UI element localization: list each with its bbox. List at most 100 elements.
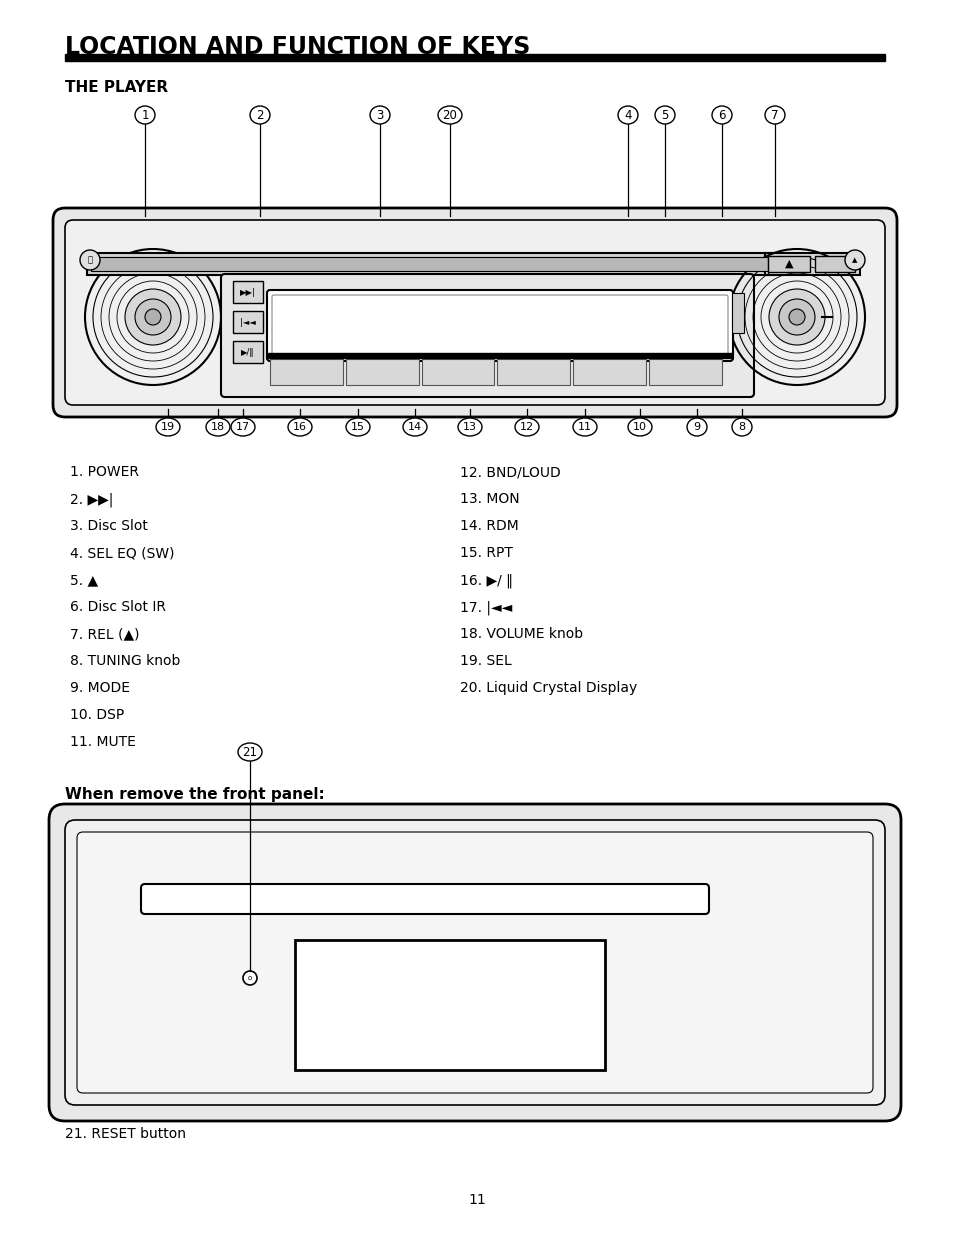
- Bar: [767, 256, 809, 272]
- Ellipse shape: [250, 106, 270, 124]
- Bar: [294, 940, 604, 1070]
- Text: 21: 21: [242, 746, 257, 758]
- Text: 13. MON: 13. MON: [459, 492, 519, 506]
- Text: 18. VOLUME knob: 18. VOLUME knob: [459, 627, 582, 641]
- Text: 19: 19: [161, 422, 175, 432]
- Ellipse shape: [206, 417, 230, 436]
- FancyBboxPatch shape: [65, 820, 884, 1105]
- Text: 8: 8: [738, 422, 745, 432]
- Circle shape: [80, 249, 100, 270]
- Text: 6: 6: [718, 109, 725, 121]
- FancyBboxPatch shape: [77, 832, 872, 1093]
- FancyBboxPatch shape: [49, 804, 900, 1121]
- Text: 20: 20: [442, 109, 456, 121]
- Circle shape: [135, 299, 171, 335]
- FancyBboxPatch shape: [267, 290, 732, 361]
- Text: 16. ▶/ ‖: 16. ▶/ ‖: [459, 573, 513, 588]
- Circle shape: [788, 309, 804, 325]
- Text: 9. MODE: 9. MODE: [70, 680, 130, 695]
- Bar: [268, 353, 731, 358]
- Text: 11. MUTE: 11. MUTE: [70, 735, 135, 748]
- Text: 1: 1: [141, 109, 149, 121]
- Circle shape: [125, 289, 181, 345]
- Ellipse shape: [346, 417, 370, 436]
- Bar: [764, 253, 859, 275]
- Text: 21. RESET button: 21. RESET button: [65, 1128, 186, 1141]
- Circle shape: [243, 971, 256, 986]
- Ellipse shape: [686, 417, 706, 436]
- Bar: [87, 253, 771, 275]
- Text: o: o: [248, 974, 252, 981]
- Circle shape: [768, 289, 824, 345]
- Text: When remove the front panel:: When remove the front panel:: [65, 787, 324, 802]
- Text: 19. SEL: 19. SEL: [459, 655, 511, 668]
- Text: 4: 4: [623, 109, 631, 121]
- Bar: [731, 293, 743, 333]
- Ellipse shape: [156, 417, 180, 436]
- FancyBboxPatch shape: [141, 884, 708, 914]
- Text: 6. Disc Slot IR: 6. Disc Slot IR: [70, 600, 166, 614]
- Text: 18: 18: [211, 422, 225, 432]
- Text: 15. RPT: 15. RPT: [459, 546, 513, 559]
- Text: 4. SEL EQ (SW): 4. SEL EQ (SW): [70, 546, 174, 559]
- Text: 10: 10: [633, 422, 646, 432]
- Text: 11: 11: [468, 1193, 485, 1207]
- Text: 20. Liquid Crystal Display: 20. Liquid Crystal Display: [459, 680, 637, 695]
- Bar: [497, 359, 570, 385]
- Ellipse shape: [237, 743, 262, 761]
- Text: |◄◄: |◄◄: [240, 317, 255, 326]
- Text: 2. ▶▶|: 2. ▶▶|: [70, 492, 113, 506]
- Text: 14. RDM: 14. RDM: [459, 519, 518, 534]
- Text: 10. DSP: 10. DSP: [70, 708, 124, 722]
- Text: 3: 3: [375, 109, 383, 121]
- Text: 3. Disc Slot: 3. Disc Slot: [70, 519, 148, 534]
- Text: THE PLAYER: THE PLAYER: [65, 79, 168, 95]
- Text: 9: 9: [693, 422, 700, 432]
- Text: 12. BND/LOUD: 12. BND/LOUD: [459, 466, 560, 479]
- Ellipse shape: [573, 417, 597, 436]
- FancyBboxPatch shape: [221, 274, 753, 396]
- FancyBboxPatch shape: [53, 207, 896, 417]
- Bar: [91, 257, 767, 270]
- Text: ▲: ▲: [784, 259, 792, 269]
- Circle shape: [145, 309, 161, 325]
- Text: 12: 12: [519, 422, 534, 432]
- Circle shape: [844, 249, 864, 270]
- Ellipse shape: [437, 106, 461, 124]
- Ellipse shape: [370, 106, 390, 124]
- Ellipse shape: [135, 106, 154, 124]
- Text: 5. ▲: 5. ▲: [70, 573, 98, 587]
- Text: 17: 17: [235, 422, 250, 432]
- Text: ▲: ▲: [851, 257, 857, 263]
- Ellipse shape: [457, 417, 481, 436]
- Ellipse shape: [618, 106, 638, 124]
- Text: 11: 11: [578, 422, 592, 432]
- Text: 7: 7: [770, 109, 778, 121]
- Bar: [573, 359, 645, 385]
- Bar: [421, 359, 494, 385]
- Ellipse shape: [515, 417, 538, 436]
- Bar: [233, 282, 263, 303]
- Text: 14: 14: [408, 422, 421, 432]
- Bar: [814, 256, 854, 272]
- Bar: [270, 359, 342, 385]
- Text: ▶/‖: ▶/‖: [241, 347, 254, 357]
- Text: 8. TUNING knob: 8. TUNING knob: [70, 655, 180, 668]
- Text: 13: 13: [462, 422, 476, 432]
- Text: 15: 15: [351, 422, 365, 432]
- Ellipse shape: [402, 417, 427, 436]
- Text: 5: 5: [660, 109, 668, 121]
- Bar: [648, 359, 721, 385]
- FancyBboxPatch shape: [65, 220, 884, 405]
- Bar: [233, 341, 263, 363]
- Ellipse shape: [655, 106, 675, 124]
- Ellipse shape: [231, 417, 254, 436]
- Circle shape: [779, 299, 814, 335]
- Ellipse shape: [288, 417, 312, 436]
- Text: 2: 2: [256, 109, 263, 121]
- Text: ▶▶|: ▶▶|: [240, 288, 255, 296]
- Text: 1. POWER: 1. POWER: [70, 466, 139, 479]
- Text: 7. REL (▲): 7. REL (▲): [70, 627, 139, 641]
- Bar: [346, 359, 418, 385]
- Ellipse shape: [764, 106, 784, 124]
